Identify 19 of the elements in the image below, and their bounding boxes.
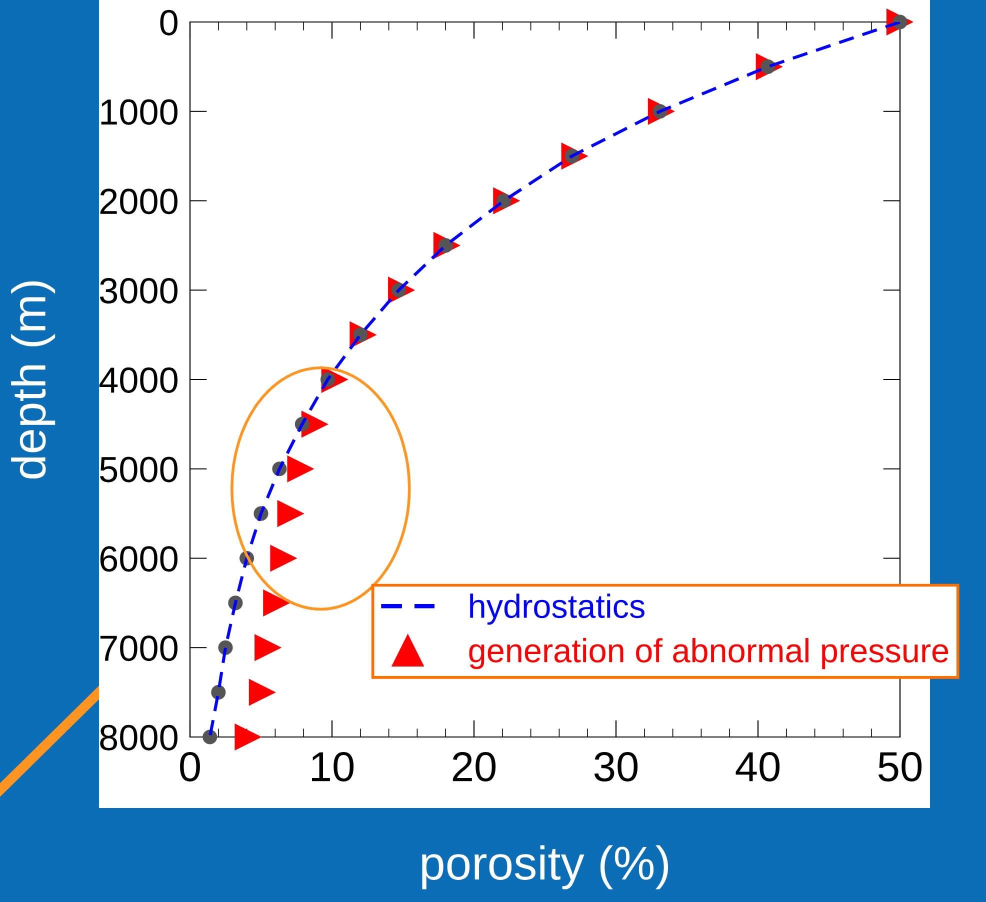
y-tick-label: 7000 [100,635,178,662]
legend-label: generation of abnormal pressure [469,638,948,670]
x-tick-label: 30 [594,752,638,782]
x-tick-label: 40 [736,752,780,782]
y-tick-label: 8000 [100,724,178,750]
x-tick-label: 0 [180,752,200,782]
y-tick-label: 1000 [101,99,178,125]
x-tick-label: 20 [452,752,496,782]
y-tick-label: 3000 [100,278,178,304]
x-tick-label: 50 [878,752,922,782]
y-tick-label: 5000 [100,456,178,482]
y-axis-title: depth (m) [11,281,56,479]
y-tick-label: 6000 [100,546,178,572]
y-tick-label: 0 [160,10,178,36]
x-tick-label: 10 [312,752,354,782]
legend-label: hydrostatics [470,594,644,625]
y-tick-label: 2000 [100,188,178,214]
x-axis-title: porosity (%) [422,845,668,890]
y-tick-label: 4000 [99,367,178,393]
